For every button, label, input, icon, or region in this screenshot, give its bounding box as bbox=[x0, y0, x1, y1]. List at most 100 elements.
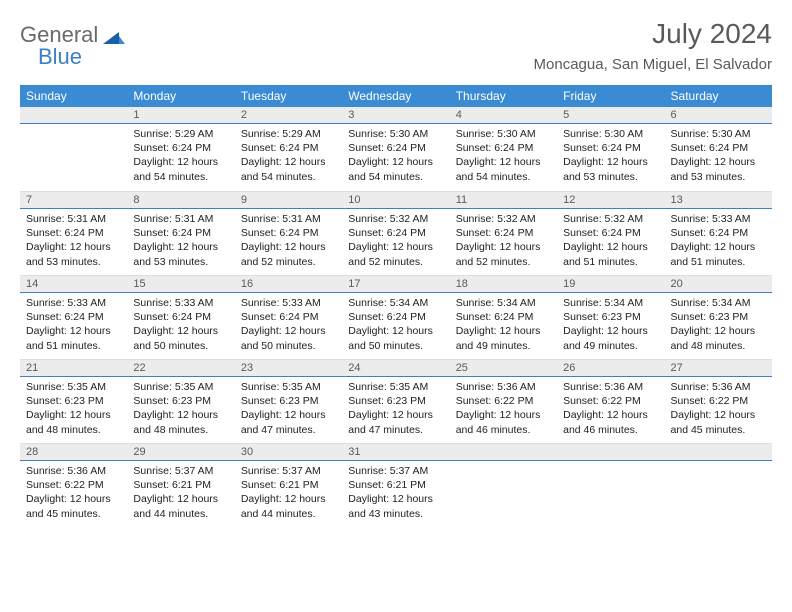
day-details: Sunrise: 5:32 AMSunset: 6:24 PMDaylight:… bbox=[342, 209, 449, 275]
sunrise-text: Sunrise: 5:31 AM bbox=[241, 212, 336, 226]
calendar-cell: 25Sunrise: 5:36 AMSunset: 6:22 PMDayligh… bbox=[450, 359, 557, 443]
daylight-text: Daylight: 12 hours and 53 minutes. bbox=[133, 240, 228, 268]
day-details: Sunrise: 5:33 AMSunset: 6:24 PMDaylight:… bbox=[665, 209, 772, 275]
daylight-text: Daylight: 12 hours and 51 minutes. bbox=[671, 240, 766, 268]
sunset-text: Sunset: 6:24 PM bbox=[456, 226, 551, 240]
day-details: Sunrise: 5:30 AMSunset: 6:24 PMDaylight:… bbox=[665, 124, 772, 190]
daylight-text: Daylight: 12 hours and 47 minutes. bbox=[348, 408, 443, 436]
sunrise-text: Sunrise: 5:30 AM bbox=[456, 127, 551, 141]
daylight-text: Daylight: 12 hours and 45 minutes. bbox=[26, 492, 121, 520]
day-number: 15 bbox=[127, 275, 234, 293]
day-number: 17 bbox=[342, 275, 449, 293]
calendar-week: 7Sunrise: 5:31 AMSunset: 6:24 PMDaylight… bbox=[20, 191, 772, 275]
sunset-text: Sunset: 6:24 PM bbox=[348, 310, 443, 324]
sunset-text: Sunset: 6:22 PM bbox=[26, 478, 121, 492]
calendar-week: 14Sunrise: 5:33 AMSunset: 6:24 PMDayligh… bbox=[20, 275, 772, 359]
calendar-cell: 4Sunrise: 5:30 AMSunset: 6:24 PMDaylight… bbox=[450, 107, 557, 191]
daylight-text: Daylight: 12 hours and 52 minutes. bbox=[241, 240, 336, 268]
day-number: 23 bbox=[235, 359, 342, 377]
calendar-week: 1Sunrise: 5:29 AMSunset: 6:24 PMDaylight… bbox=[20, 107, 772, 191]
day-number: 3 bbox=[342, 107, 449, 124]
sunrise-text: Sunrise: 5:34 AM bbox=[348, 296, 443, 310]
sunrise-text: Sunrise: 5:36 AM bbox=[26, 464, 121, 478]
day-number: 19 bbox=[557, 275, 664, 293]
day-details: Sunrise: 5:35 AMSunset: 6:23 PMDaylight:… bbox=[235, 377, 342, 443]
day-number: 30 bbox=[235, 443, 342, 461]
sunrise-text: Sunrise: 5:36 AM bbox=[671, 380, 766, 394]
day-details: Sunrise: 5:36 AMSunset: 6:22 PMDaylight:… bbox=[557, 377, 664, 443]
calendar-cell: 23Sunrise: 5:35 AMSunset: 6:23 PMDayligh… bbox=[235, 359, 342, 443]
day-details bbox=[665, 461, 772, 521]
daylight-text: Daylight: 12 hours and 44 minutes. bbox=[133, 492, 228, 520]
day-details: Sunrise: 5:37 AMSunset: 6:21 PMDaylight:… bbox=[342, 461, 449, 527]
sunset-text: Sunset: 6:24 PM bbox=[671, 226, 766, 240]
sunset-text: Sunset: 6:24 PM bbox=[133, 310, 228, 324]
sunset-text: Sunset: 6:21 PM bbox=[348, 478, 443, 492]
sunset-text: Sunset: 6:24 PM bbox=[26, 310, 121, 324]
calendar-cell bbox=[450, 443, 557, 527]
daylight-text: Daylight: 12 hours and 49 minutes. bbox=[456, 324, 551, 352]
calendar-cell: 10Sunrise: 5:32 AMSunset: 6:24 PMDayligh… bbox=[342, 191, 449, 275]
calendar-cell: 3Sunrise: 5:30 AMSunset: 6:24 PMDaylight… bbox=[342, 107, 449, 191]
sunset-text: Sunset: 6:24 PM bbox=[563, 226, 658, 240]
day-details: Sunrise: 5:31 AMSunset: 6:24 PMDaylight:… bbox=[20, 209, 127, 275]
sunrise-text: Sunrise: 5:35 AM bbox=[26, 380, 121, 394]
day-details: Sunrise: 5:34 AMSunset: 6:24 PMDaylight:… bbox=[342, 293, 449, 359]
day-details: Sunrise: 5:34 AMSunset: 6:24 PMDaylight:… bbox=[450, 293, 557, 359]
daylight-text: Daylight: 12 hours and 51 minutes. bbox=[26, 324, 121, 352]
day-details bbox=[20, 124, 127, 184]
day-number: 1 bbox=[127, 107, 234, 124]
calendar-cell: 17Sunrise: 5:34 AMSunset: 6:24 PMDayligh… bbox=[342, 275, 449, 359]
day-number: 13 bbox=[665, 191, 772, 209]
calendar-cell: 12Sunrise: 5:32 AMSunset: 6:24 PMDayligh… bbox=[557, 191, 664, 275]
sunset-text: Sunset: 6:24 PM bbox=[133, 141, 228, 155]
calendar-cell: 29Sunrise: 5:37 AMSunset: 6:21 PMDayligh… bbox=[127, 443, 234, 527]
calendar-cell: 6Sunrise: 5:30 AMSunset: 6:24 PMDaylight… bbox=[665, 107, 772, 191]
daylight-text: Daylight: 12 hours and 53 minutes. bbox=[671, 155, 766, 183]
sunrise-text: Sunrise: 5:35 AM bbox=[133, 380, 228, 394]
daylight-text: Daylight: 12 hours and 52 minutes. bbox=[348, 240, 443, 268]
daylight-text: Daylight: 12 hours and 47 minutes. bbox=[241, 408, 336, 436]
day-header: Monday bbox=[127, 85, 234, 107]
calendar-cell: 7Sunrise: 5:31 AMSunset: 6:24 PMDaylight… bbox=[20, 191, 127, 275]
sunset-text: Sunset: 6:23 PM bbox=[348, 394, 443, 408]
sunset-text: Sunset: 6:24 PM bbox=[133, 226, 228, 240]
sunset-text: Sunset: 6:24 PM bbox=[456, 310, 551, 324]
day-details: Sunrise: 5:30 AMSunset: 6:24 PMDaylight:… bbox=[342, 124, 449, 190]
calendar-cell: 15Sunrise: 5:33 AMSunset: 6:24 PMDayligh… bbox=[127, 275, 234, 359]
calendar-week: 28Sunrise: 5:36 AMSunset: 6:22 PMDayligh… bbox=[20, 443, 772, 527]
daylight-text: Daylight: 12 hours and 48 minutes. bbox=[26, 408, 121, 436]
calendar-cell: 13Sunrise: 5:33 AMSunset: 6:24 PMDayligh… bbox=[665, 191, 772, 275]
day-number: 6 bbox=[665, 107, 772, 124]
day-number: 20 bbox=[665, 275, 772, 293]
sunset-text: Sunset: 6:24 PM bbox=[348, 226, 443, 240]
day-details: Sunrise: 5:36 AMSunset: 6:22 PMDaylight:… bbox=[20, 461, 127, 527]
day-number: 4 bbox=[450, 107, 557, 124]
month-title: July 2024 bbox=[534, 18, 772, 50]
day-number: 8 bbox=[127, 191, 234, 209]
logo: General Blue bbox=[20, 18, 125, 70]
day-details: Sunrise: 5:29 AMSunset: 6:24 PMDaylight:… bbox=[235, 124, 342, 190]
day-details: Sunrise: 5:37 AMSunset: 6:21 PMDaylight:… bbox=[127, 461, 234, 527]
day-number: 26 bbox=[557, 359, 664, 377]
day-number: 25 bbox=[450, 359, 557, 377]
sunset-text: Sunset: 6:24 PM bbox=[671, 141, 766, 155]
day-details: Sunrise: 5:33 AMSunset: 6:24 PMDaylight:… bbox=[127, 293, 234, 359]
day-number: 14 bbox=[20, 275, 127, 293]
day-details: Sunrise: 5:30 AMSunset: 6:24 PMDaylight:… bbox=[557, 124, 664, 190]
daylight-text: Daylight: 12 hours and 48 minutes. bbox=[133, 408, 228, 436]
day-number bbox=[450, 443, 557, 461]
daylight-text: Daylight: 12 hours and 49 minutes. bbox=[563, 324, 658, 352]
sunrise-text: Sunrise: 5:34 AM bbox=[563, 296, 658, 310]
calendar-cell: 20Sunrise: 5:34 AMSunset: 6:23 PMDayligh… bbox=[665, 275, 772, 359]
sunset-text: Sunset: 6:24 PM bbox=[26, 226, 121, 240]
calendar-cell: 8Sunrise: 5:31 AMSunset: 6:24 PMDaylight… bbox=[127, 191, 234, 275]
calendar-cell bbox=[665, 443, 772, 527]
sunrise-text: Sunrise: 5:34 AM bbox=[671, 296, 766, 310]
daylight-text: Daylight: 12 hours and 51 minutes. bbox=[563, 240, 658, 268]
day-details: Sunrise: 5:31 AMSunset: 6:24 PMDaylight:… bbox=[127, 209, 234, 275]
daylight-text: Daylight: 12 hours and 50 minutes. bbox=[348, 324, 443, 352]
sunset-text: Sunset: 6:24 PM bbox=[241, 310, 336, 324]
sunset-text: Sunset: 6:22 PM bbox=[456, 394, 551, 408]
day-details: Sunrise: 5:30 AMSunset: 6:24 PMDaylight:… bbox=[450, 124, 557, 190]
